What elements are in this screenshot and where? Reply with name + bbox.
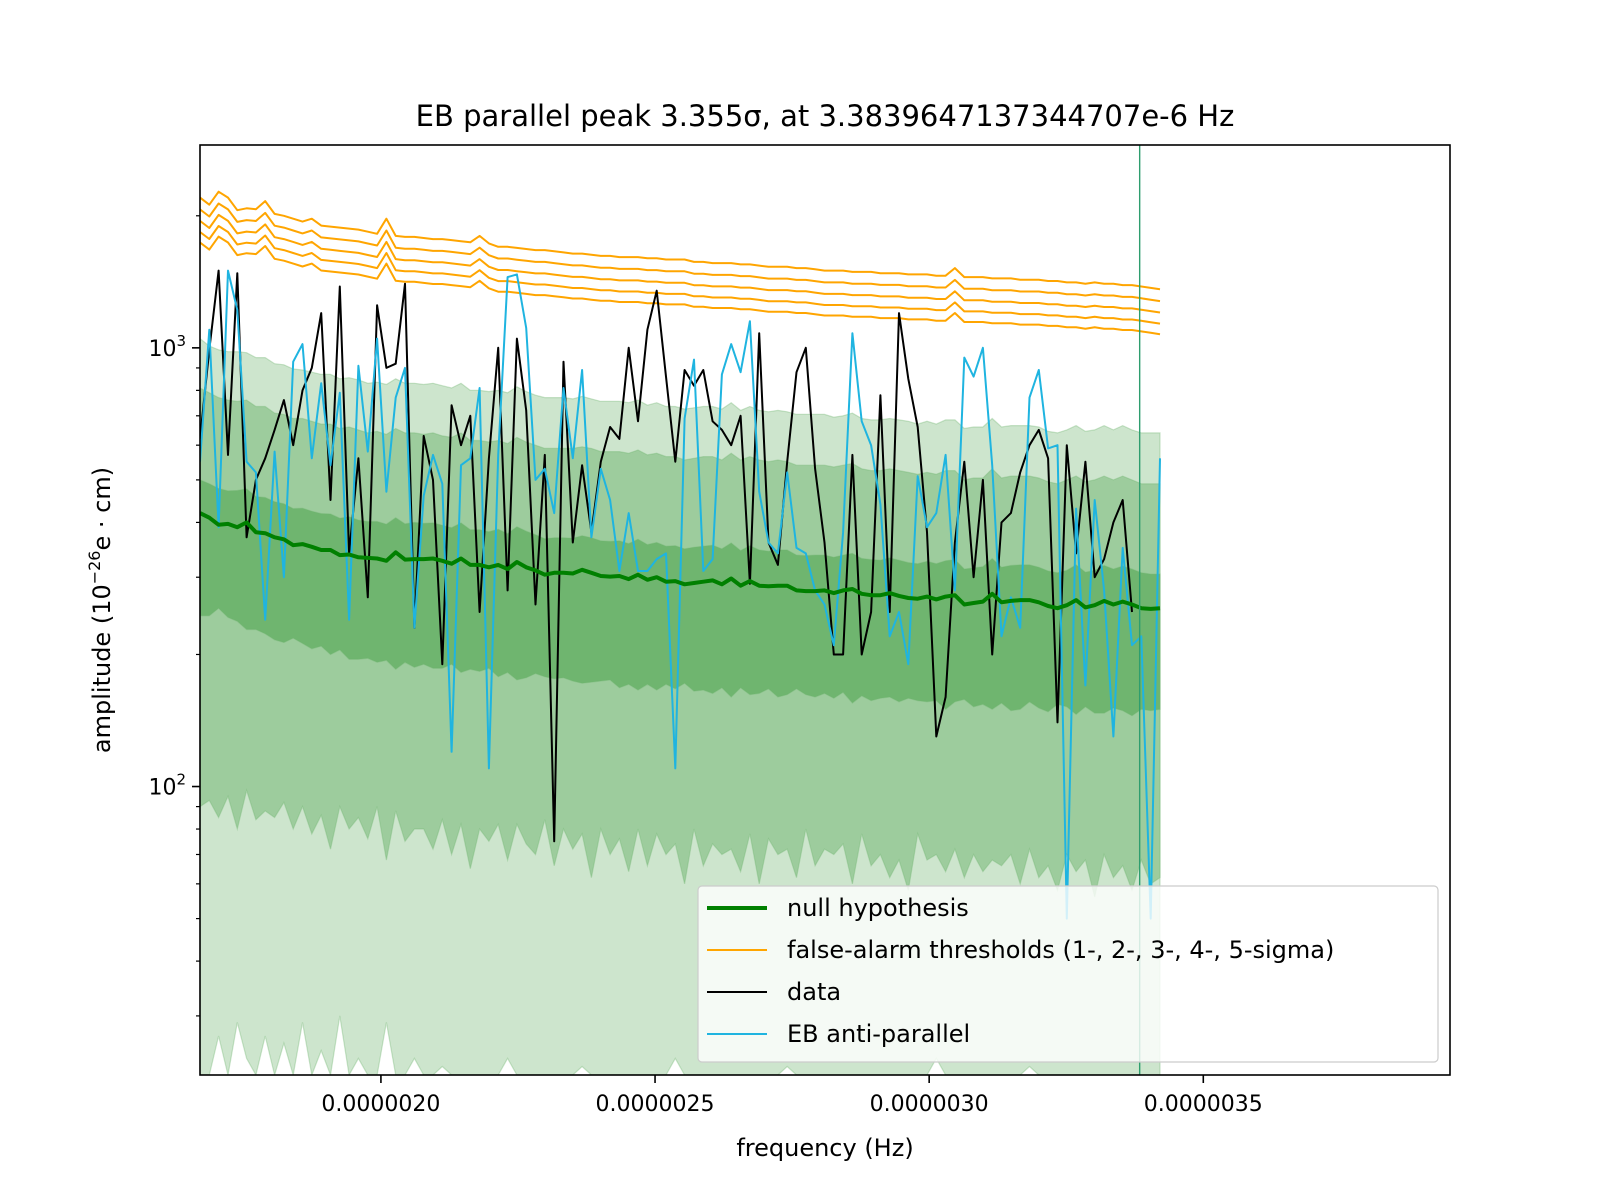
y-tick-exponent: 2: [176, 771, 186, 789]
legend-eb-label: EB anti-parallel: [787, 1020, 970, 1048]
chart-title: EB parallel peak 3.355σ, at 3.3839647137…: [416, 99, 1235, 133]
y-tick-base: 10: [148, 776, 176, 801]
threshold-2sigma: [200, 225, 1161, 325]
x-tick-label: 0.0000035: [1144, 1092, 1263, 1117]
y-tick-label: 103: [148, 332, 186, 362]
threshold-5sigma: [200, 190, 1161, 291]
x-axis-label: frequency (Hz): [736, 1134, 913, 1162]
y-tick-base: 10: [148, 337, 176, 362]
x-tick-label: 0.0000030: [870, 1092, 989, 1117]
legend-null-label: null hypothesis: [787, 894, 969, 922]
y-axis-label-main: amplitude (10: [88, 584, 116, 753]
plot-frame: [199, 144, 1451, 1076]
null-hypothesis-series: [200, 511, 1161, 611]
eb-antiparallel-series: [200, 269, 1161, 920]
legend: null hypothesis false-alarm thresholds (…: [697, 885, 1439, 1063]
data-series: [200, 269, 1133, 843]
x-tick-label: 0.0000025: [596, 1092, 715, 1117]
y-tick-label: 102: [148, 771, 186, 801]
legend-data-label: data: [787, 978, 841, 1006]
y-axis-label-exponent: −26: [85, 551, 104, 585]
y-axis-label: amplitude (10−26e · cm): [85, 467, 116, 753]
y-axis-label-unit: e · cm): [88, 467, 116, 551]
y-tick-exponent: 3: [176, 332, 186, 350]
legend-threshold-label: false-alarm thresholds (1-, 2-, 3-, 4-, …: [787, 936, 1334, 964]
plot-area: [200, 145, 1161, 1075]
threshold-3sigma: [200, 213, 1161, 314]
threshold-4sigma: [200, 202, 1161, 303]
x-axis: 0.0000020 0.0000025 0.0000030 0.0000035: [321, 1075, 1263, 1117]
threshold-1sigma: [200, 235, 1161, 336]
legend-box: [697, 885, 1439, 1063]
x-tick-label: 0.0000020: [321, 1092, 440, 1117]
